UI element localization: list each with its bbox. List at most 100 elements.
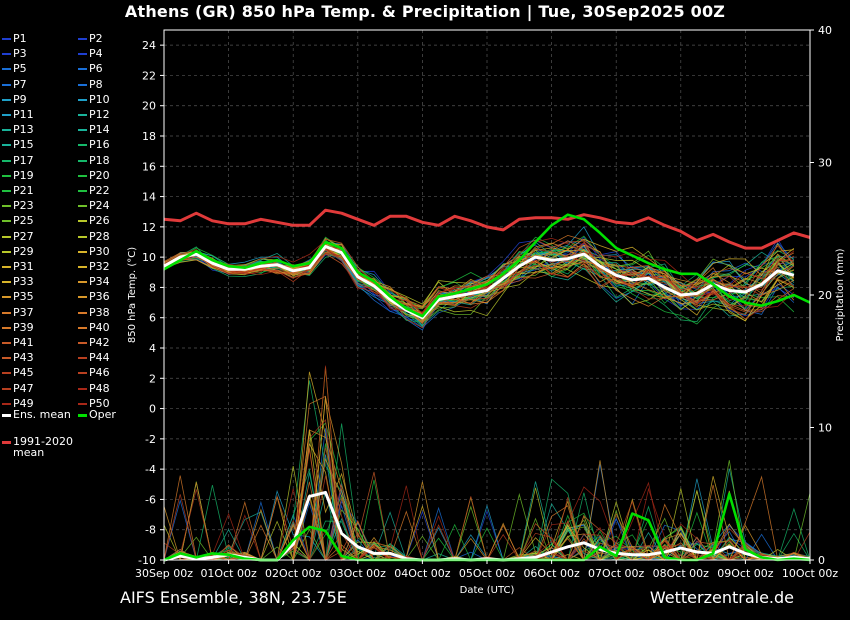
legend-label: P32 bbox=[89, 260, 110, 273]
legend-label: P29 bbox=[13, 244, 34, 258]
member-temp-line bbox=[163, 241, 794, 314]
legend-swatch bbox=[78, 281, 87, 284]
legend-swatch bbox=[78, 38, 87, 40]
legend-swatch bbox=[78, 357, 87, 360]
legend-swatch bbox=[2, 38, 11, 40]
legend-item: P42 bbox=[78, 336, 110, 350]
y-tick-label: 0 bbox=[149, 403, 156, 416]
legend-item: P30 bbox=[78, 245, 110, 259]
legend-item: P4 bbox=[78, 47, 103, 61]
legend-swatch bbox=[2, 357, 11, 360]
y-tick-label: 16 bbox=[142, 160, 156, 173]
legend-swatch bbox=[2, 372, 11, 375]
legend-item: P27 bbox=[2, 230, 34, 244]
legend-label: P48 bbox=[89, 381, 110, 395]
legend-swatch bbox=[2, 402, 11, 405]
y-tick-label: 22 bbox=[142, 69, 156, 82]
legend-climatology: 1991-2020 mean bbox=[2, 436, 73, 458]
legend-label: P45 bbox=[13, 366, 34, 380]
legend-item: P13 bbox=[2, 123, 34, 137]
legend-swatch bbox=[78, 53, 87, 56]
legend-label: P3 bbox=[13, 47, 27, 61]
legend-swatch bbox=[2, 205, 11, 208]
y2-tick-label: 20 bbox=[818, 289, 832, 302]
legend-swatch bbox=[2, 342, 11, 344]
legend-label: P16 bbox=[89, 138, 110, 152]
legend-swatch bbox=[78, 250, 87, 253]
legend-item: P22 bbox=[78, 184, 110, 198]
legend-label: P30 bbox=[89, 244, 110, 258]
y-tick-label: 10 bbox=[142, 251, 156, 264]
legend-item: P33 bbox=[2, 275, 34, 289]
legend-label: P40 bbox=[89, 320, 110, 334]
legend-label: P1 bbox=[13, 32, 27, 45]
legend-item: P36 bbox=[78, 290, 110, 304]
legend-swatch bbox=[2, 220, 11, 223]
x-tick-label: 02Oct 00z bbox=[265, 567, 322, 580]
legend-label: P26 bbox=[89, 214, 110, 228]
legend-label: P46 bbox=[89, 366, 110, 380]
legend-swatch bbox=[2, 144, 11, 147]
y2-tick-label: 30 bbox=[818, 157, 832, 170]
legend-label: P19 bbox=[13, 168, 34, 182]
legend-label: P18 bbox=[89, 153, 110, 167]
legend-item: P40 bbox=[78, 321, 110, 335]
legend-item: P37 bbox=[2, 306, 34, 320]
y-tick-label: 2 bbox=[149, 372, 156, 385]
legend-label: P50 bbox=[89, 396, 110, 410]
y-tick-label: -2 bbox=[145, 433, 156, 446]
legend-item: P9 bbox=[2, 93, 27, 107]
y2-tick-label: 40 bbox=[818, 24, 832, 37]
legend-label: P47 bbox=[13, 381, 34, 395]
legend-label: P34 bbox=[89, 275, 110, 289]
x-tick-label: 01Oct 00z bbox=[200, 567, 257, 580]
legend-item: P6 bbox=[78, 62, 103, 76]
member-temp-line bbox=[163, 242, 795, 316]
legend-swatch bbox=[78, 83, 87, 86]
legend-label: P11 bbox=[13, 108, 34, 121]
y-tick-label: -8 bbox=[145, 524, 156, 537]
legend-item: P28 bbox=[78, 230, 110, 244]
legend-item: P29 bbox=[2, 245, 34, 259]
y-tick-label: -4 bbox=[145, 463, 156, 476]
legend-label: P2 bbox=[89, 32, 103, 45]
legend-swatch bbox=[78, 174, 87, 177]
legend-swatch bbox=[2, 413, 11, 417]
source-credit: Wetterzentrale.de bbox=[649, 588, 794, 607]
legend-swatch bbox=[78, 342, 87, 344]
y-tick-label: 6 bbox=[149, 312, 156, 325]
legend-swatch bbox=[2, 114, 11, 116]
member-precip-line bbox=[164, 422, 811, 561]
legend-swatch bbox=[2, 53, 11, 56]
y-tick-label: 24 bbox=[142, 39, 156, 52]
y-axis-label: 850 hPa Temp. (°C) bbox=[127, 247, 138, 343]
legend-swatch bbox=[2, 250, 11, 253]
y-tick-label: 18 bbox=[142, 130, 156, 143]
model-info: AIFS Ensemble, 38N, 23.75E bbox=[120, 588, 347, 607]
legend-label: P7 bbox=[13, 77, 27, 91]
x-tick-label: 09Oct 00z bbox=[717, 567, 774, 580]
legend-swatch bbox=[2, 83, 11, 86]
legend-item: Oper bbox=[78, 408, 116, 422]
y-tick-label: 14 bbox=[142, 191, 156, 204]
y-tick-label: -10 bbox=[138, 554, 156, 567]
legend-label: P6 bbox=[89, 62, 103, 76]
legend-label: P21 bbox=[13, 184, 34, 197]
legend-swatch bbox=[2, 235, 11, 238]
legend-swatch bbox=[2, 311, 11, 314]
y-tick-label: 12 bbox=[142, 221, 156, 234]
legend-swatch bbox=[78, 190, 87, 192]
legend-item: P24 bbox=[78, 199, 110, 213]
legend-label: P13 bbox=[13, 123, 34, 137]
legend-item: P14 bbox=[78, 123, 110, 137]
y2-tick-label: 10 bbox=[818, 422, 832, 435]
legend-label: P44 bbox=[89, 351, 110, 365]
legend-swatch bbox=[78, 372, 87, 375]
x-tick-label: 05Oct 00z bbox=[459, 567, 516, 580]
legend-label: P33 bbox=[13, 275, 34, 289]
legend-label: mean bbox=[13, 446, 45, 459]
legend-label: P27 bbox=[13, 229, 34, 243]
legend-label: P28 bbox=[89, 229, 110, 243]
legend-item: P7 bbox=[2, 78, 27, 92]
